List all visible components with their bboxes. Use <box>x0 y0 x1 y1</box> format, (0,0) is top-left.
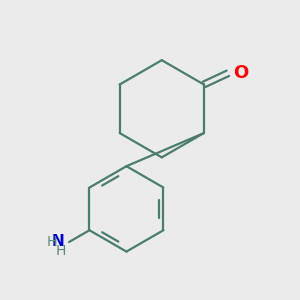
Text: H: H <box>46 235 57 249</box>
Text: N: N <box>52 234 65 249</box>
Text: O: O <box>233 64 248 82</box>
Text: H: H <box>56 244 66 258</box>
